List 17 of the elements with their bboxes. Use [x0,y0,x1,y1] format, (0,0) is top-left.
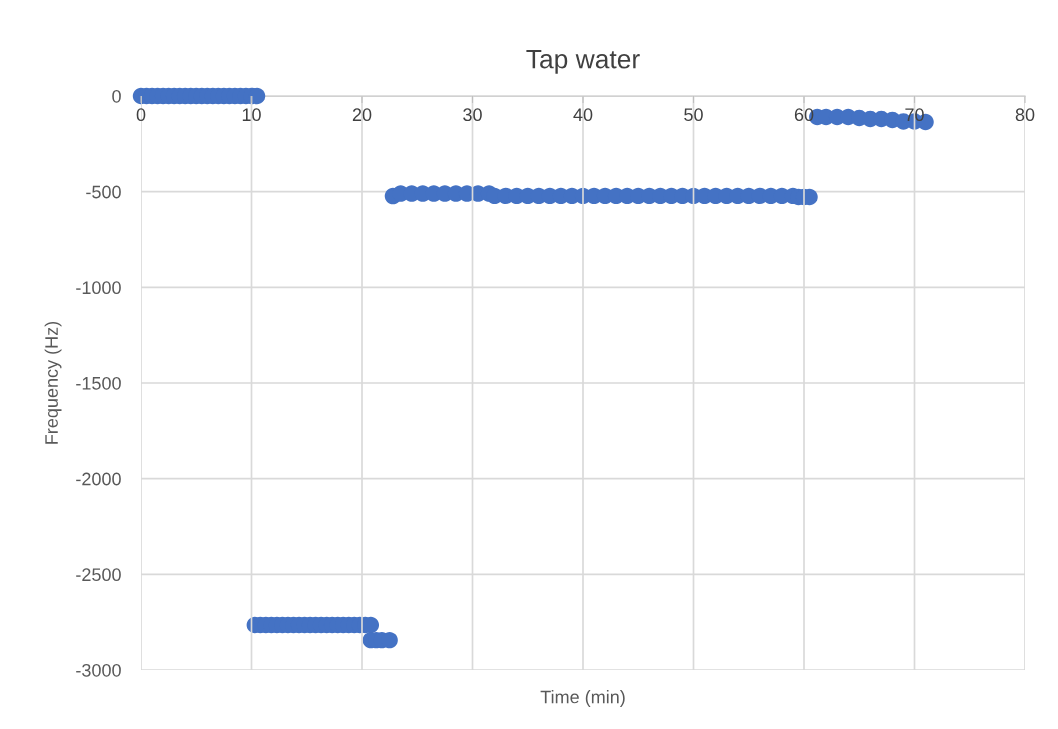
y-tick-label: -2000 [76,472,121,486]
x-tick-label: 20 [352,108,372,122]
x-tick-label: 0 [136,108,146,122]
x-axis-title: Time (min) [540,690,625,707]
y-tick-label: -1500 [76,376,121,390]
x-tick-label: 80 [1015,108,1035,122]
x-tick-label: 10 [242,108,261,122]
y-tick-label: -1000 [76,281,121,295]
y-tick-label: -3000 [76,663,121,677]
y-tick-label: -2500 [76,568,121,582]
y-axis-title: Frequency (Hz) [44,321,62,444]
x-tick-label: 30 [463,108,482,122]
y-tick-label: -500 [86,185,121,199]
x-tick-label: 50 [684,108,703,122]
x-tick-label: 40 [573,108,593,122]
chart-title: Tap water [526,50,640,74]
y-tick-label: 0 [112,89,121,103]
